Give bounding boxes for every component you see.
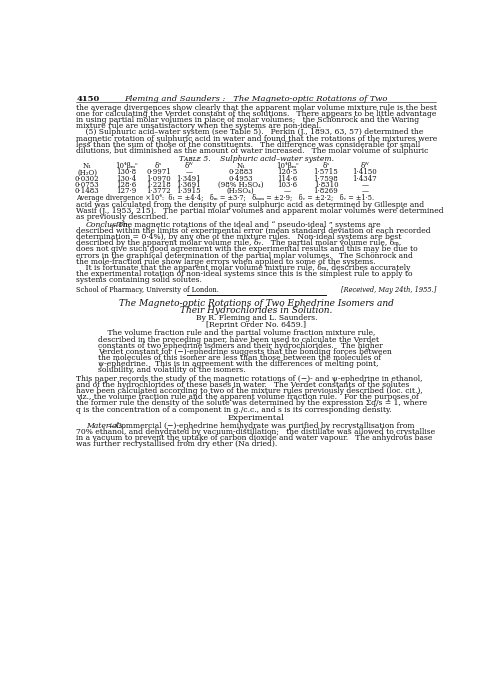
Text: 0·0302: 0·0302 [75,175,100,183]
Text: 127·9: 127·9 [116,187,136,195]
Text: in a vacuum to prevent the uptake of carbon dioxide and water vapour.   The anhy: in a vacuum to prevent the uptake of car… [76,434,433,442]
Text: 130·8: 130·8 [116,168,136,177]
Text: —: — [361,187,368,195]
Text: (5) Sulphuric acid–water system (see Table 5).   Perkin (J., 1893, 63, 57) deter: (5) Sulphuric acid–water system (see Tab… [76,128,424,136]
Text: Experimental: Experimental [228,414,284,422]
Text: 1·7598: 1·7598 [314,175,338,183]
Text: 10⁴βₘᶜ: 10⁴βₘᶜ [114,162,138,170]
Text: It is fortunate that the apparent molar volume mixture rule, δₘ, describes accur: It is fortunate that the apparent molar … [76,264,411,272]
Text: determination = 0·4%), by any one of the mixture rules.   Non-ideal systems are : determination = 0·4%), by any one of the… [76,233,402,241]
Text: 120·5: 120·5 [277,168,297,177]
Text: The Magneto-optic Rotations of Two Ephedrine Isomers and: The Magneto-optic Rotations of Two Ephed… [119,299,394,308]
Text: 70% ethanol, and dehydrated by vacuum-distillation;   the distillate was allowed: 70% ethanol, and dehydrated by vacuum-di… [76,428,436,436]
Text: Average divergence ×10⁴:  δ₁ = ±4·4;   δₘ = ±3·7;   δₘₘ = ±2·9;   δᵥ = ±2·2;   δ: Average divergence ×10⁴: δ₁ = ±4·4; δₘ =… [76,194,374,202]
Text: dilutions, but diminished as the amount of water increased.   The molar volume o: dilutions, but diminished as the amount … [76,147,429,155]
Text: ψ-ephedrine.   This is in agreement with the differences of melting point,: ψ-ephedrine. This is in agreement with t… [98,361,378,368]
Text: 130·4: 130·4 [116,175,136,183]
Text: described within the limits of experimental error (mean standard deviation of ea: described within the limits of experimen… [76,227,431,235]
Text: does not give such good agreement with the experimental results and this may be : does not give such good agreement with t… [76,246,418,253]
Text: the experimental rotation of non-ideal systems since this is the simplest rule t: the experimental rotation of non-ideal s… [76,270,413,278]
Text: 128·6: 128·6 [116,181,136,189]
Text: q is the concentration of a component in g./c.c., and s is its corresponding den: q is the concentration of a component in… [76,405,392,414]
Text: School of Pharmacy, University of London.: School of Pharmacy, University of London… [76,286,220,293]
Text: δᵂ: δᵂ [184,162,193,170]
Text: 0·1483: 0·1483 [75,187,100,195]
Text: δᵂ: δᵂ [360,162,369,170]
Text: errors in the graphical determination of the partial molar volumes.   The Schönr: errors in the graphical determination of… [76,252,413,259]
Text: 1·8269: 1·8269 [314,187,338,195]
Text: (H₂SO₄): (H₂SO₄) [227,187,254,195]
Text: have been calculated according to two of the mixture rules previously described : have been calculated according to two of… [76,387,423,395]
Text: Wasif (J., 1953, 215).   The partial molar volumes and apparent molar volumes we: Wasif (J., 1953, 215). The partial molar… [76,207,444,215]
Text: acid was calculated from the density of pure sulphuric acid as determined by Gil: acid was calculated from the density of … [76,201,424,209]
Text: The volume fraction rule and the partial volume fraction mixture rule,: The volume fraction rule and the partial… [98,329,375,337]
Text: 0·4953: 0·4953 [228,175,253,183]
Text: viz., the volume fraction rule and the apparent volume fraction rule.   For the : viz., the volume fraction rule and the a… [76,393,419,401]
Text: 1·4150: 1·4150 [352,168,377,177]
Text: 1·5715: 1·5715 [314,168,338,177]
Text: solubility, and volatility of the isomers.: solubility, and volatility of the isomer… [98,367,246,374]
Text: as previously described.: as previously described. [76,213,169,221]
Text: —Commercial (−)-ephedrine hemihydrate was purified by recrystallisation from: —Commercial (−)-ephedrine hemihydrate wa… [108,422,414,430]
Text: Verdet constant for (−)-ephedrine suggests that the bonding forces between: Verdet constant for (−)-ephedrine sugges… [98,348,392,356]
Text: Their Hydrochlorides in Solution.: Their Hydrochlorides in Solution. [180,306,332,315]
Text: Fleming and Saunders :   The Magneto-optic Rotations of Two: Fleming and Saunders : The Magneto-optic… [124,94,388,103]
Text: the molecules of this isomer are less than those between the molecules of: the molecules of this isomer are less th… [98,354,382,362]
Text: magnetic rotation of sulphuric acid in water and found that the rotations of the: magnetic rotation of sulphuric acid in w… [76,134,438,143]
Text: 1·3691: 1·3691 [176,181,201,189]
Text: 114·6: 114·6 [277,175,297,183]
Text: —: — [284,187,291,195]
Text: —The magnetic rotations of the ideal and “ pseudo-ideal ” systems are: —The magnetic rotations of the ideal and… [110,221,381,229]
Text: was further recrystallised from dry ether (Na dried).: was further recrystallised from dry ethe… [76,440,278,448]
Text: [Reprint Order No. 6459.]: [Reprint Order No. 6459.] [206,321,306,329]
Text: Materials.: Materials. [86,422,125,430]
Text: By R. Fleming and L. Saunders.: By R. Fleming and L. Saunders. [196,314,317,322]
Text: constants of two ephedrine isomers and their hydrochlorides.   The higher: constants of two ephedrine isomers and t… [98,342,383,350]
Text: mixture rule are unsatisfactory when the systems are non-ideal.: mixture rule are unsatisfactory when the… [76,122,322,130]
Text: 0·2883: 0·2883 [228,168,253,177]
Text: 1·8310: 1·8310 [314,181,338,189]
Text: —: — [186,168,192,177]
Text: described in the preceding paper, have been used to calculate the Verdet: described in the preceding paper, have b… [98,335,379,344]
Text: described by the apparent molar volume rule, δᵥ.   The partial molar volume rule: described by the apparent molar volume r… [76,239,402,247]
Text: and of the hydrochlorides of these bases in water.   The Verdet constants of the: and of the hydrochlorides of these bases… [76,381,410,389]
Text: δᵃ: δᵃ [155,162,162,170]
Text: 1·3772: 1·3772 [146,187,171,195]
Text: 1·0970: 1·0970 [146,175,171,183]
Text: 10⁴βₘᶜ: 10⁴βₘᶜ [276,162,298,170]
Text: 0·0753: 0·0753 [75,181,100,189]
Text: the former rule the density of the solute was determined by the expression Σq/s : the former rule the density of the solut… [76,399,428,407]
Text: 4150: 4150 [76,94,100,103]
Text: the average divergences show clearly that the apparent molar volume mixture rule: the average divergences show clearly tha… [76,104,438,112]
Text: 103·6: 103·6 [277,181,297,189]
Text: 1·4347: 1·4347 [352,175,377,183]
Text: systems containing solid solutes.: systems containing solid solutes. [76,276,202,285]
Text: δᵃ: δᵃ [322,162,330,170]
Text: (H₂O): (H₂O) [78,168,98,177]
Text: less than the sum of those of the constituents.   The difference was considerabl: less than the sum of those of the consti… [76,141,420,149]
Text: N₁: N₁ [83,162,92,170]
Text: Tᴀʙʟᴇ 5.    Sulphuric acid–water system.: Tᴀʙʟᴇ 5. Sulphuric acid–water system. [179,155,334,164]
Text: 1·3915: 1·3915 [176,187,201,195]
Text: (98% H₂SO₄): (98% H₂SO₄) [218,181,264,189]
Text: —: — [361,181,368,189]
Text: 1·2218: 1·2218 [146,181,171,189]
Text: one for calculating the Verdet constant of the solutions.   There appears to be : one for calculating the Verdet constant … [76,110,437,118]
Text: N₁: N₁ [236,162,245,170]
Text: Conclusion.: Conclusion. [86,221,131,229]
Text: in using partial molar volumes in place of molar volumes;   the Schönrock and th: in using partial molar volumes in place … [76,116,420,124]
Text: This paper records the study of the magnetic rotations of (−)- and ψ-ephedrine i: This paper records the study of the magn… [76,375,423,383]
Text: [Received, May 24th, 1955.]: [Received, May 24th, 1955.] [340,286,436,293]
Text: the mole-fraction rule show large errors when applied to some of the systems.: the mole-fraction rule show large errors… [76,258,376,265]
Text: 0·9971: 0·9971 [146,168,171,177]
Text: 1·3491: 1·3491 [176,175,201,183]
